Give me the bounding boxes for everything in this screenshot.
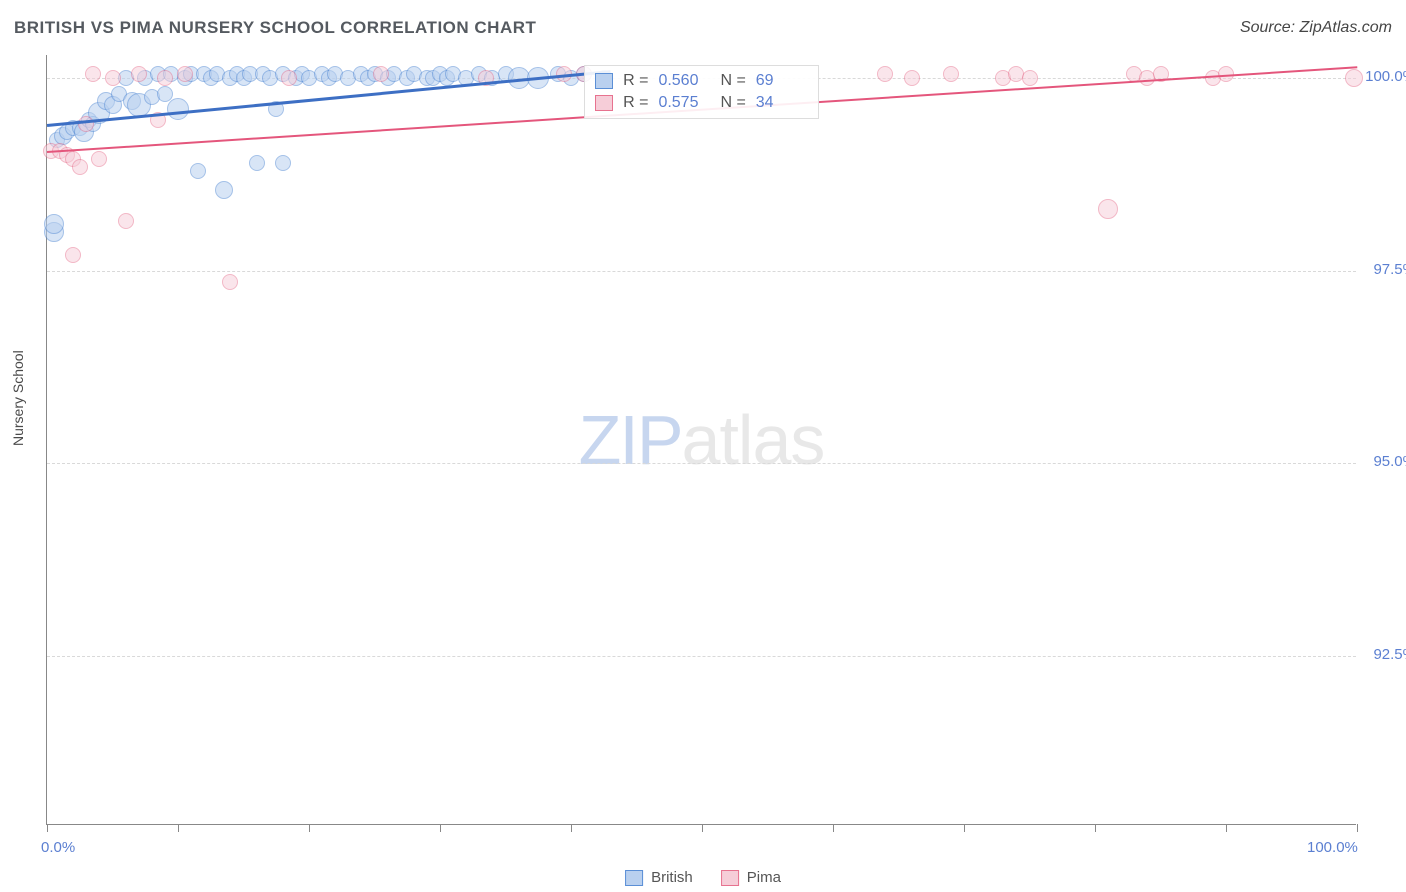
scatter-point-british [167,98,189,120]
scatter-point-pima [1098,199,1118,219]
x-tick [1357,824,1358,832]
y-tick-label: 95.0% [1373,453,1406,470]
scatter-point-pima [281,70,297,86]
stat-n-label: N = [720,94,745,112]
legend-swatch [625,870,643,886]
stat-r-value: 0.560 [658,72,710,90]
gridline [47,463,1356,464]
scatter-point-british [190,163,206,179]
correlation-stats-box: R = 0.560 N = 69 R = 0.575 N = 34 [584,65,819,119]
scatter-point-british [44,214,64,234]
scatter-point-pima [157,70,173,86]
scatter-point-pima [131,66,147,82]
x-tick-label: 0.0% [41,839,75,856]
stat-r-label: R = [623,72,648,90]
y-axis-title: Nursery School [10,350,26,446]
scatter-point-pima [85,66,101,82]
x-tick [1226,824,1227,832]
chart-header: BRITISH VS PIMA NURSERY SCHOOL CORRELATI… [14,18,1392,38]
scatter-point-british [249,155,265,171]
stat-n-value: 34 [756,94,808,112]
gridline [47,656,1356,657]
watermark: ZIPatlas [579,400,825,480]
legend-swatch [721,870,739,886]
scatter-point-pima [91,151,107,167]
legend-label: British [651,869,693,886]
stat-n-label: N = [720,72,745,90]
x-tick [964,824,965,832]
legend: British Pima [625,869,781,886]
x-tick [440,824,441,832]
chart-title: BRITISH VS PIMA NURSERY SCHOOL CORRELATI… [14,18,536,38]
stat-n-value: 69 [756,72,808,90]
x-tick [571,824,572,832]
x-tick [178,824,179,832]
x-tick [833,824,834,832]
swatch-pima [595,95,613,111]
scatter-point-pima [904,70,920,86]
x-tick [47,824,48,832]
scatter-point-pima [72,159,88,175]
scatter-point-pima [177,66,193,82]
scatter-point-pima [943,66,959,82]
y-tick-label: 97.5% [1373,261,1406,278]
x-tick-label: 100.0% [1307,839,1358,856]
stat-r-label: R = [623,94,648,112]
source-attribution: Source: ZipAtlas.com [1240,19,1392,37]
scatter-point-pima [1022,70,1038,86]
legend-item-pima: Pima [721,869,781,886]
scatter-point-pima [118,213,134,229]
stats-row-british: R = 0.560 N = 69 [595,70,808,92]
scatter-point-pima [877,66,893,82]
legend-label: Pima [747,869,781,886]
x-tick [702,824,703,832]
swatch-british [595,73,613,89]
x-tick [309,824,310,832]
scatter-point-pima [222,274,238,290]
y-tick-label: 100.0% [1365,68,1406,85]
scatter-point-pima [65,247,81,263]
scatter-point-pima [373,66,389,82]
y-tick-label: 92.5% [1373,646,1406,663]
scatter-point-british [215,181,233,199]
legend-item-british: British [625,869,693,886]
watermark-zip: ZIP [579,401,682,479]
stats-row-pima: R = 0.575 N = 34 [595,92,808,114]
scatter-point-pima [1345,69,1363,87]
x-tick [1095,824,1096,832]
watermark-atlas: atlas [682,401,825,479]
gridline [47,271,1356,272]
stat-r-value: 0.575 [658,94,710,112]
scatter-chart: ZIPatlas 92.5%95.0%97.5%100.0%0.0%100.0%… [46,55,1356,825]
scatter-point-pima [105,70,121,86]
scatter-point-british [275,155,291,171]
